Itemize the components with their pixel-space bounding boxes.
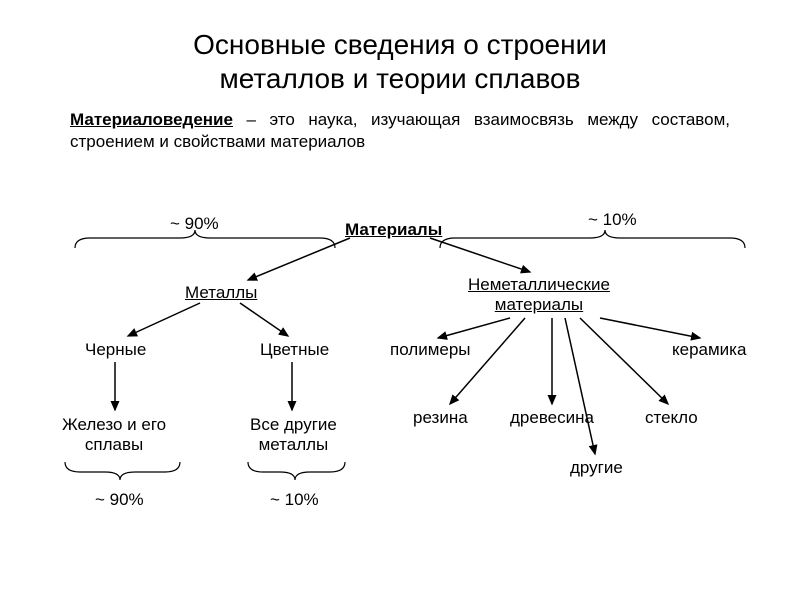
node-allother: Все другие металлы [250, 415, 337, 454]
node-color: Цветные [260, 340, 329, 360]
node-pct10-bot: ~ 10% [270, 490, 319, 510]
node-pct90-bot: ~ 90% [95, 490, 144, 510]
node-polymers: полимеры [390, 340, 471, 360]
node-nonmetals-l2: материалы [495, 295, 583, 314]
node-iron-l1: Железо и его [62, 415, 166, 434]
node-nonmetals-l1: Неметаллические [468, 275, 610, 294]
node-glass: стекло [645, 408, 698, 428]
node-allother-l2: металлы [259, 435, 329, 454]
node-ceramics: керамика [672, 340, 746, 360]
node-metals: Металлы [185, 283, 257, 303]
node-nonmetals: Неметаллические материалы [468, 275, 610, 314]
slide-title: Основные сведения о строении металлов и … [0, 0, 800, 95]
node-allother-l1: Все другие [250, 415, 337, 434]
definition-paragraph: Материаловедение – это наука, изучающая … [0, 95, 800, 153]
title-line-2: металлов и теории сплавов [220, 63, 581, 94]
node-pct10-top: ~ 10% [588, 210, 637, 230]
title-line-1: Основные сведения о строении [193, 29, 607, 60]
definition-term: Материаловедение [70, 110, 233, 129]
node-iron: Железо и его сплавы [62, 415, 166, 454]
node-materials: Материалы [345, 220, 442, 240]
node-black: Черные [85, 340, 146, 360]
node-iron-l2: сплавы [85, 435, 143, 454]
node-rubber: резина [413, 408, 468, 428]
node-wood: древесина [510, 408, 594, 428]
node-pct90-top: ~ 90% [170, 214, 219, 234]
node-other: другие [570, 458, 623, 478]
